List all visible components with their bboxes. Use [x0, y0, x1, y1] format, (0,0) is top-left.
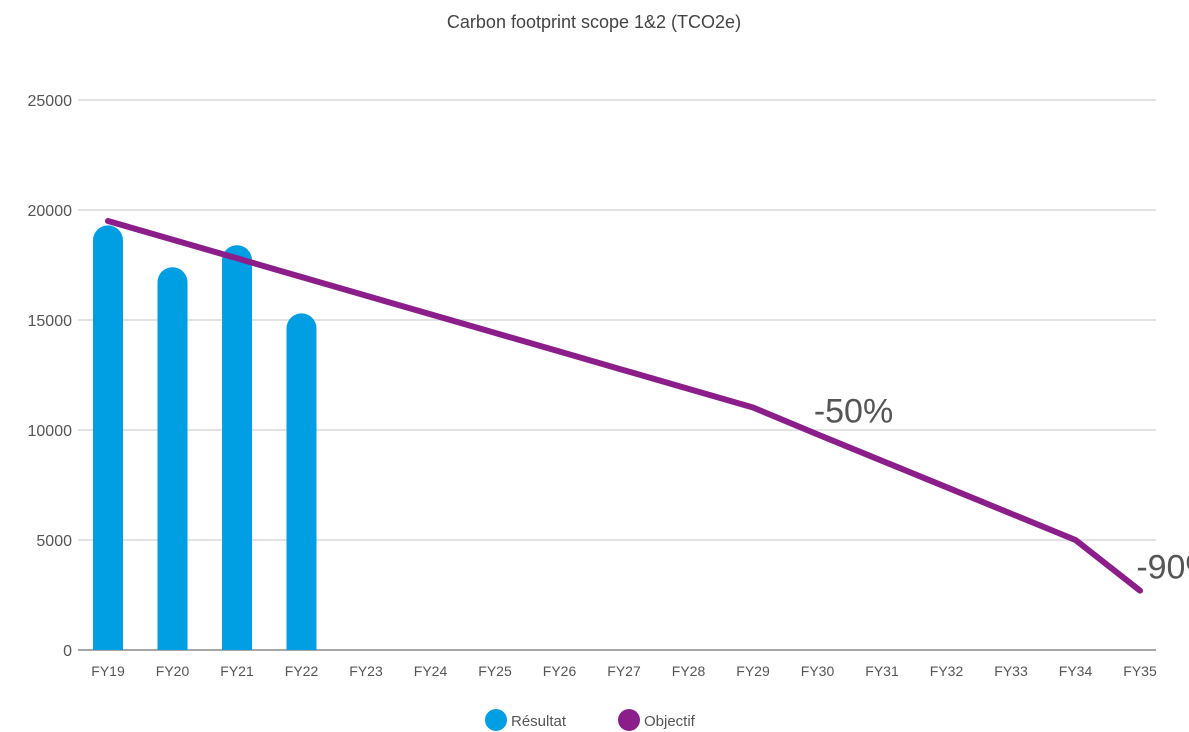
- x-tick-label: FY33: [994, 663, 1028, 679]
- x-tick-label: FY29: [736, 663, 770, 679]
- bar-series: [93, 225, 317, 651]
- bar-fy21: [222, 245, 252, 651]
- x-tick-label: FY27: [607, 663, 641, 679]
- y-tick-label: 20000: [28, 203, 73, 220]
- x-tick-label: FY23: [349, 663, 383, 679]
- y-tick-label: 15000: [28, 313, 73, 330]
- legend-swatch-résultat: [485, 709, 507, 731]
- x-tick-label: FY30: [801, 663, 835, 679]
- x-tick-label: FY31: [865, 663, 899, 679]
- annotation-label: -50%: [814, 392, 893, 430]
- x-tick-label: FY25: [478, 663, 512, 679]
- x-tick-label: FY34: [1059, 663, 1093, 679]
- y-tick-label: 5000: [36, 533, 72, 550]
- legend-label: Objectif: [644, 713, 696, 730]
- x-tick-label: FY28: [672, 663, 706, 679]
- x-axis-ticks: FY19 FY20 FY21 FY22 FY23 FY24 FY25 FY26 FY27 FY28…: [91, 663, 1157, 679]
- annotation-label: -90%: [1136, 549, 1189, 587]
- y-tick-label: 10000: [28, 423, 73, 440]
- x-tick-label: FY35: [1123, 663, 1157, 679]
- x-tick-label: FY19: [91, 663, 125, 679]
- bar-fy19: [93, 225, 123, 650]
- line-series: [105, 218, 1143, 594]
- x-tick-label: FY21: [220, 663, 254, 679]
- x-tick-label: FY24: [414, 663, 448, 679]
- annotations: -50% -90%: [814, 392, 1189, 586]
- chart-title: Carbon footprint scope 1&2 (TCO2e): [447, 12, 741, 32]
- legend: Résultat Objectif: [485, 709, 696, 731]
- x-tick-label: FY22: [285, 663, 319, 679]
- y-tick-label: 0: [63, 643, 72, 660]
- objectif-line: [105, 218, 1143, 594]
- x-tick-label: FY20: [156, 663, 190, 679]
- x-tick-label: FY32: [930, 663, 964, 679]
- bar-fy20: [157, 267, 188, 650]
- bar-fy22: [286, 313, 317, 650]
- gridlines: [78, 99, 1156, 541]
- legend-label: Résultat: [511, 713, 567, 730]
- y-axis-ticks: 0 5000 10000 15000 20000 25000: [28, 93, 73, 660]
- legend-swatch-objectif: [618, 709, 640, 731]
- x-tick-label: FY26: [543, 663, 577, 679]
- y-tick-label: 25000: [28, 93, 73, 110]
